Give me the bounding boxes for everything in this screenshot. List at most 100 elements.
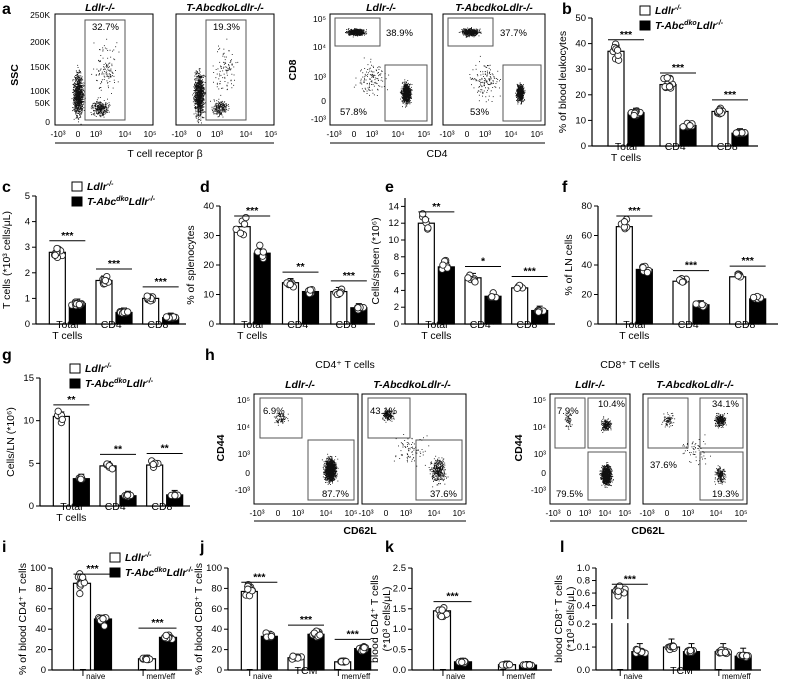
flow-event [196, 106, 197, 108]
flow-event [110, 74, 111, 75]
flow-event [81, 107, 82, 109]
flow-event [110, 56, 112, 58]
flow-event [407, 90, 409, 92]
cd8-tick: 10³ [314, 72, 326, 82]
flow-event [93, 110, 95, 112]
flow-event [408, 87, 410, 89]
flow-event [199, 86, 201, 88]
flow-event [222, 110, 223, 112]
flow-event [477, 31, 479, 33]
flow-event [218, 111, 220, 113]
flow-event [204, 93, 205, 95]
flow-event [407, 101, 408, 103]
flow-event [351, 28, 352, 30]
flow-event [462, 31, 463, 33]
flow-event [359, 28, 361, 30]
flow-event [95, 116, 97, 117]
flow-event [408, 94, 410, 96]
flow-event [355, 34, 357, 36]
flow-event [196, 92, 198, 94]
flow-event [402, 81, 404, 83]
flow-event [198, 95, 200, 97]
flow-event [367, 69, 369, 70]
flow-event [78, 91, 80, 93]
flow-event [198, 106, 200, 107]
flow-event [202, 77, 204, 78]
flow-event [195, 99, 197, 101]
flow-event [109, 81, 111, 82]
flow-event [79, 94, 81, 96]
flow-event [203, 74, 205, 76]
flow-event [224, 110, 226, 112]
flow-event [98, 109, 100, 110]
flow-event [522, 89, 524, 91]
flow-event [78, 103, 79, 105]
flow-event [364, 77, 365, 79]
flow-event [201, 95, 203, 97]
flow-event [76, 102, 78, 104]
flow-event [226, 85, 228, 87]
flow-event [469, 35, 471, 36]
flow-event [193, 104, 195, 106]
flow-event [77, 87, 79, 89]
flow-event [379, 74, 381, 76]
flow-event [371, 89, 373, 91]
flow-event [473, 30, 475, 31]
flow-event [194, 96, 196, 97]
flow-event [82, 82, 84, 84]
flow-event [372, 76, 374, 77]
flow-event [364, 34, 365, 36]
flow-event [73, 97, 74, 99]
flow-event [98, 71, 100, 72]
flow-event [97, 103, 99, 104]
flow-event [196, 108, 197, 110]
flow-event [196, 102, 198, 103]
flow-event [78, 72, 80, 74]
flow-event [371, 75, 373, 77]
flow-event [101, 81, 102, 83]
flow-event [109, 104, 111, 106]
flow-event [224, 62, 226, 64]
flow-event [229, 62, 231, 63]
flow-event [195, 96, 197, 98]
flow-event [373, 74, 374, 76]
flow-event [76, 74, 77, 76]
flow-event [73, 87, 75, 89]
flow-event [225, 66, 227, 68]
flow-event [353, 86, 355, 88]
flow-event [223, 106, 225, 107]
flow-event [369, 70, 371, 72]
flow-event [98, 74, 100, 75]
flow-event [410, 90, 411, 91]
flow-event [201, 89, 203, 91]
flow-event [96, 106, 98, 107]
flow-event [78, 77, 80, 78]
flow-event [403, 99, 404, 101]
flow-event [195, 96, 197, 98]
flow-event [408, 88, 410, 90]
flow-event [196, 102, 198, 104]
flow-event [98, 106, 100, 108]
flow-event [360, 34, 362, 36]
flow-event [196, 95, 198, 97]
flow-event [361, 34, 362, 36]
flow-event [202, 112, 203, 114]
flow-event [111, 63, 113, 65]
flow-event [106, 70, 108, 72]
flow-event [195, 86, 197, 87]
flow-event [363, 29, 365, 31]
flow-event [80, 93, 82, 95]
flow-event [109, 73, 110, 75]
flow-event [109, 70, 111, 72]
flow-event [405, 96, 407, 98]
flow-event [98, 111, 99, 113]
flow-event [199, 82, 201, 84]
flow-event [350, 29, 352, 31]
flow-event [354, 31, 356, 33]
flow-event [99, 106, 101, 108]
flow-event [82, 88, 84, 90]
flow-event [99, 109, 101, 111]
flow-event [202, 103, 204, 105]
panel-letter-e: e [385, 179, 394, 196]
flow-event [82, 84, 84, 86]
